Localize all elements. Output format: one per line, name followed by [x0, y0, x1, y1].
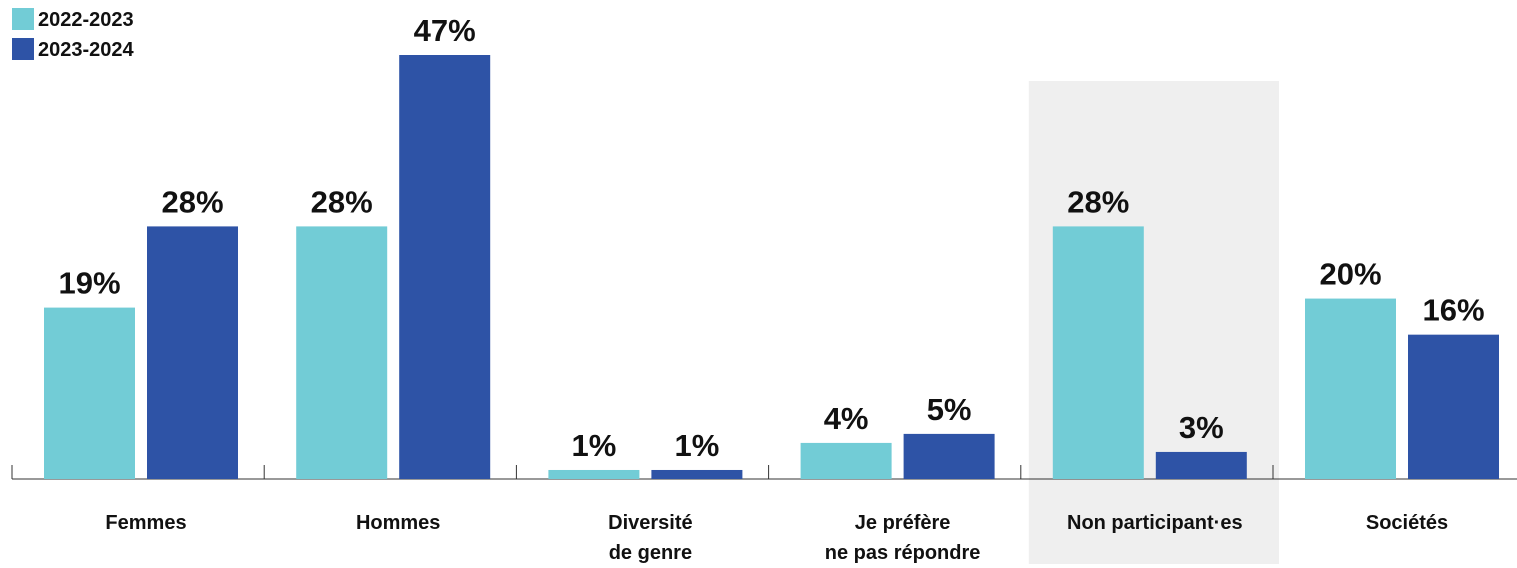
bar [548, 469, 640, 479]
bar [800, 442, 892, 479]
value-label: 16% [1422, 293, 1484, 328]
value-label: 1% [674, 428, 719, 463]
bar [296, 226, 388, 479]
x-tick-label: Hommes [355, 512, 441, 534]
value-label: 4% [824, 401, 869, 436]
legend-swatch [12, 38, 34, 60]
bar [1408, 334, 1499, 479]
x-tick-label: Femmes [105, 512, 187, 534]
bar [903, 433, 995, 479]
bar [147, 226, 238, 479]
value-label: 28% [1067, 184, 1129, 219]
value-label: 28% [311, 184, 373, 219]
x-tick-label: Je préfère ne pas répondre [824, 512, 981, 564]
bar [1305, 298, 1396, 479]
value-label: 47% [414, 13, 476, 48]
bar [1155, 451, 1247, 479]
value-label: 19% [58, 266, 120, 301]
x-tick-label: Sociétés [1365, 512, 1449, 534]
value-label: 5% [927, 392, 972, 427]
value-label: 28% [161, 184, 223, 219]
legend-label: 2022-2023 [38, 9, 134, 31]
bar [44, 307, 135, 479]
x-tick-label: Diversité de genre [608, 512, 693, 564]
value-label: 3% [1179, 410, 1224, 445]
bar [399, 55, 491, 479]
value-label: 1% [571, 428, 616, 463]
bar [651, 469, 743, 479]
legend-swatch [12, 8, 34, 30]
x-tick-label: Non participant·es [1067, 512, 1243, 534]
bar [1052, 226, 1144, 479]
value-label: 20% [1319, 257, 1381, 292]
legend-label: 2023-2024 [38, 39, 135, 61]
